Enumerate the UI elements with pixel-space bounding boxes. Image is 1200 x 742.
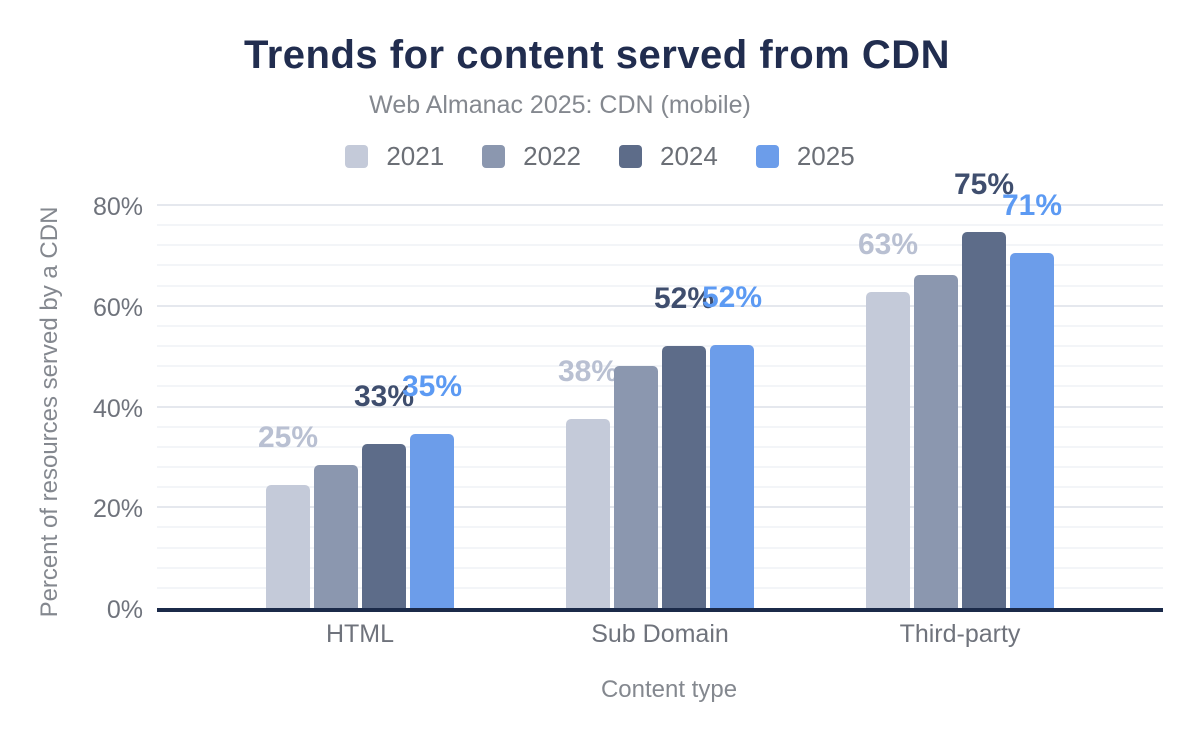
legend-label: 2021	[386, 141, 445, 171]
legend-label: 2022	[523, 141, 581, 171]
legend-swatch-icon	[482, 145, 506, 168]
y-axis: 0% 20% 40% 60% 80%	[0, 160, 143, 624]
y-tick-label: 60%	[92, 293, 143, 322]
minor-gridline	[157, 244, 1163, 247]
minor-gridline	[157, 365, 1163, 368]
plot-area: 25% 33% 35% 38% 52% 52% 63% 75% 71%	[157, 160, 1163, 612]
bar-value-label: 52%	[653, 282, 715, 316]
legend-label: 2024	[660, 141, 718, 171]
bar-2021-sub-domain[interactable]	[566, 419, 610, 608]
chart-subtitle: Web Almanac 2025: CDN (mobile)	[369, 91, 751, 119]
bar-2022-third-party[interactable]	[914, 274, 958, 608]
bar-2025-sub-domain[interactable]	[710, 344, 754, 608]
minor-gridline	[157, 264, 1163, 267]
bar-2022-html[interactable]	[314, 464, 358, 608]
y-tick-label: 40%	[92, 394, 143, 423]
minor-gridline	[157, 586, 1163, 589]
bar-2022-sub-domain[interactable]	[614, 366, 658, 608]
legend-item-2024[interactable]: 2024	[619, 141, 718, 172]
chart-title: Trends for content served from CDN	[243, 33, 951, 77]
bar-value-label: 63%	[857, 227, 919, 261]
legend-swatch-icon	[345, 145, 369, 168]
bar-2025-third-party[interactable]	[1010, 252, 1054, 608]
bar-value-label: 38%	[557, 355, 619, 389]
major-gridline	[157, 204, 1163, 206]
minor-gridline	[157, 425, 1163, 428]
minor-gridline	[157, 526, 1163, 529]
bar-2021-html[interactable]	[266, 484, 310, 608]
minor-gridline	[157, 445, 1163, 448]
bar-value-label: 25%	[257, 420, 319, 454]
legend-swatch-icon	[755, 145, 779, 168]
legend-swatch-icon	[619, 145, 642, 168]
major-gridline	[157, 405, 1163, 408]
x-category-label: HTML	[325, 620, 395, 648]
major-gridline	[157, 506, 1163, 509]
minor-gridline	[157, 465, 1163, 468]
x-category-label: Third-party	[899, 620, 1021, 648]
minor-gridline	[157, 284, 1163, 287]
bar-2021-third-party[interactable]	[866, 291, 910, 608]
bar-2024-sub-domain[interactable]	[662, 346, 706, 608]
bar-value-label: 35%	[401, 370, 463, 404]
bar-value-label: 71%	[1001, 188, 1063, 222]
bar-2024-html[interactable]	[362, 443, 406, 608]
y-tick-label: 0%	[106, 596, 143, 624]
minor-gridline	[157, 345, 1163, 348]
y-tick-label: 20%	[92, 495, 143, 524]
bar-2024-third-party[interactable]	[962, 232, 1006, 608]
bar-value-label: 75%	[953, 168, 1015, 202]
legend-item-2025[interactable]: 2025	[755, 141, 855, 172]
y-tick-label: 80%	[92, 193, 143, 221]
x-axis-title: Content type	[600, 676, 738, 703]
bar-group: 63% 75% 71%	[858, 160, 1062, 608]
x-category-label: Sub Domain	[591, 620, 729, 648]
minor-gridline	[157, 486, 1163, 489]
major-gridline	[157, 304, 1163, 307]
minor-gridline	[157, 224, 1163, 227]
bar-group: 25% 33% 35%	[258, 160, 462, 608]
legend-item-2022[interactable]: 2022	[482, 141, 581, 172]
minor-gridline	[157, 546, 1163, 549]
bar-value-label: 33%	[353, 379, 415, 413]
bar-value-label: 52%	[701, 280, 763, 314]
bar-2025-html[interactable]	[410, 434, 454, 608]
legend: 2021 2022 2024 2025	[0, 141, 1200, 172]
minor-gridline	[157, 324, 1163, 327]
legend-item-2021[interactable]: 2021	[345, 141, 444, 172]
legend-label: 2025	[796, 141, 855, 171]
minor-gridline	[157, 566, 1163, 569]
bar-group: 38% 52% 52%	[558, 160, 762, 608]
minor-gridline	[157, 385, 1163, 388]
